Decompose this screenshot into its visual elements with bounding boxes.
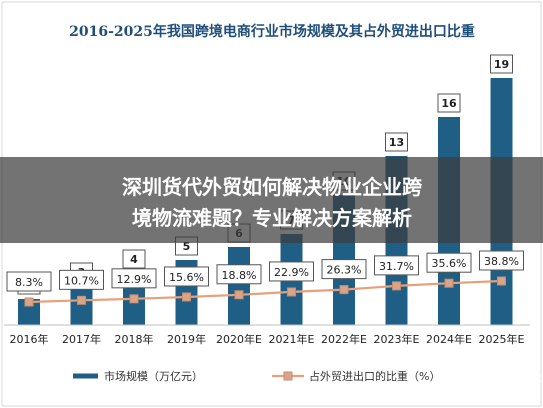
overlay-line-2: 境物流难题？专业解决方案解析 (132, 206, 412, 230)
overlay-band (0, 157, 543, 243)
line-marker-0 (24, 297, 34, 307)
line-value-label-1: 10.7% (64, 274, 99, 287)
line-value-label-8: 35.6% (432, 257, 467, 270)
line-series (28, 279, 502, 304)
line-value-label-4: 18.8% (222, 269, 257, 282)
line-value-box-3 (164, 266, 209, 287)
watermark-brand: 观研报告 (450, 344, 526, 367)
legend-line-marker (283, 371, 293, 381)
bar-value-label-7: 13 (389, 136, 404, 149)
line-marker-5 (287, 287, 296, 297)
x-tick-label-3: 2019年 (167, 332, 206, 346)
line-value-box-8 (426, 252, 472, 273)
bar-value-box-2 (122, 249, 146, 269)
bar-value-label-2: 4 (130, 253, 138, 266)
x-tick-labels: 2016年 2017年 2018年 2019年 2020年E 2021年E 2022年E 20… (10, 332, 525, 346)
x-tick-label-8: 2024年E (426, 332, 472, 346)
bar-value-label-3: 5 (183, 240, 191, 253)
bar-value-label-8: 16 (441, 97, 457, 110)
bar-value-box-8 (437, 93, 461, 113)
line-value-box-6 (321, 259, 367, 280)
x-tick-label-5: 2021年E (269, 332, 315, 346)
line-value-box-1 (59, 269, 104, 290)
line-layer: 8.3% 10.7% 12.9% 15.6% 18.8% 22.9% 26.3% 31.7% 3… (6, 250, 524, 307)
bar-value-box-7 (385, 132, 408, 152)
line-marker-2 (129, 294, 139, 304)
legend: 市场规模（万亿元） 占外贸进出口的比重（%） (73, 369, 440, 383)
line-value-label-5: 22.9% (274, 266, 309, 279)
watermark: 观研报告 www.chinabaogao.com (421, 342, 543, 384)
x-tick-label-7: 2023年E (374, 332, 420, 346)
overlay-line-1: 深圳货代外贸如何解决物业企业跨 (122, 175, 423, 199)
x-tick-label-2: 2018年 (115, 332, 154, 346)
line-value-label-6: 26.3% (327, 264, 362, 277)
line-value-box-2 (111, 268, 157, 289)
overlay-banner: 深圳货代外贸如何解决物业企业跨 境物流难题？专业解决方案解析 (0, 157, 543, 243)
line-value-box-4 (216, 264, 262, 285)
line-value-box-0 (6, 271, 52, 292)
legend-line-label: 占外贸进出口的比重（%） (309, 369, 440, 383)
line-marker-6 (339, 285, 349, 295)
bar-4 (228, 247, 250, 325)
line-value-label-2: 12.9% (117, 273, 152, 286)
line-marker-3 (182, 292, 191, 302)
x-tick-label-1: 2017年 (62, 332, 101, 346)
line-marker-1 (77, 295, 86, 305)
line-value-label-0: 8.3% (15, 276, 43, 289)
bar-0 (18, 299, 40, 325)
line-value-box-9 (479, 250, 524, 271)
line-marker-8 (444, 278, 454, 288)
line-value-label-9: 38.8% (484, 255, 519, 268)
line-value-box-7 (374, 255, 419, 276)
bar-1 (70, 286, 93, 325)
x-tick-label-4: 2020年E (216, 332, 262, 346)
line-value-box-5 (269, 261, 314, 282)
bar-value-label-9: 19 (494, 58, 509, 71)
watermark-logo-icon (421, 342, 445, 366)
line-value-label-3: 15.6% (169, 271, 204, 284)
line-marker-7 (392, 281, 401, 291)
line-marker-4 (234, 290, 244, 300)
x-tick-label-6: 2022年E (321, 332, 367, 346)
watermark-url: www.chinabaogao.com (438, 373, 543, 384)
x-tick-label-9: 2025年E (479, 332, 525, 346)
line-marker-9 (497, 276, 506, 286)
chart-title: 2016-2025年我国跨境电商行业市场规模及其占外贸进出口比重 (69, 23, 475, 40)
x-tick-label-0: 2016年 (10, 332, 49, 346)
bar-value-box-9 (490, 54, 513, 74)
line-value-label-7: 31.7% (379, 260, 414, 273)
legend-bar-label: 市场规模（万亿元） (104, 369, 203, 383)
